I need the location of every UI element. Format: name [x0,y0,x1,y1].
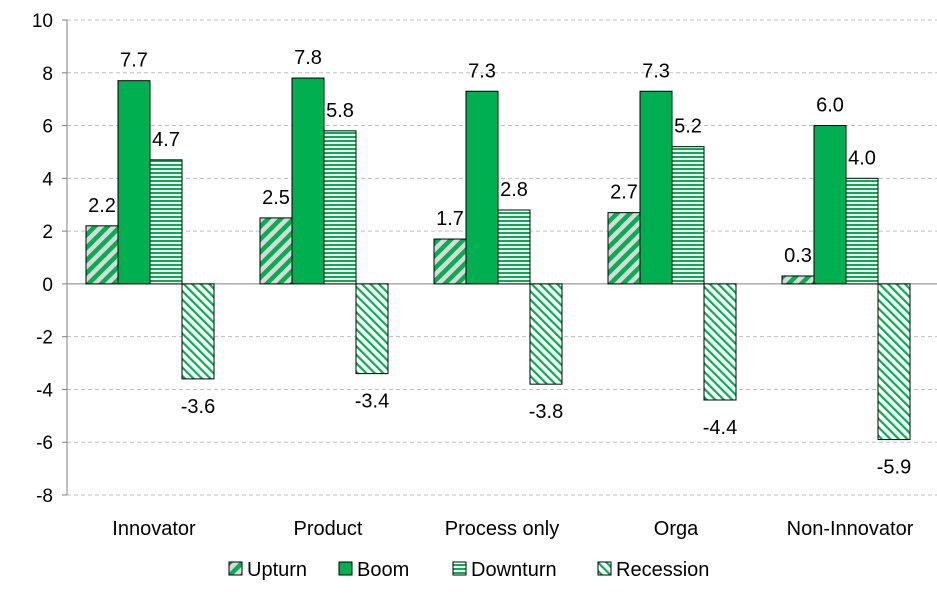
bar-boom [291,77,325,285]
data-label: 7.7 [120,50,148,72]
data-label: 7.3 [468,60,496,82]
data-label: -3.8 [529,401,563,423]
data-label: 2.8 [500,179,528,201]
data-label: 4.0 [848,147,876,169]
data-label: 2.2 [88,195,116,217]
data-label: 5.2 [674,116,702,138]
bar-boom [639,90,673,285]
legend-label: Recession [616,559,709,581]
x-tick-label: Orga [654,518,699,540]
y-tick-label: 6 [42,117,53,138]
legend-swatch-downturn [452,561,467,576]
bars [85,77,911,441]
x-axis: Innovator Product Process only Orga Non-Inno… [112,518,913,540]
legend: Upturn Boom Downturn Recession [228,559,709,581]
bar-recession [355,283,389,375]
bar-downturn [323,130,357,285]
x-tick-label: Product [294,518,363,540]
y-tick-label: 10 [32,11,53,32]
y-tick-label: 8 [42,64,53,85]
y-tick-label: -2 [36,328,53,349]
bar-upturn [433,238,467,285]
bar-recession [877,283,911,441]
bar-boom [813,125,847,285]
x-tick-label: Non-Innovator [787,518,914,540]
data-label: -3.4 [355,391,389,413]
bar-recession [529,283,563,385]
y-tick-label: -6 [36,433,53,454]
data-label: 0.3 [784,245,812,267]
bar-upturn [259,217,293,285]
data-label: -5.9 [877,457,911,479]
bar-downturn [845,177,879,285]
bar-upturn [607,212,641,285]
bar-recession [703,283,737,401]
legend-label: Downturn [471,559,557,581]
data-label: 2.7 [610,182,638,204]
y-tick-label: 2 [42,222,53,243]
legend-swatch-boom [338,561,353,576]
bar-downturn [149,159,183,285]
y-tick-label: -4 [36,380,53,401]
bar-downturn [671,146,705,285]
bar-upturn [781,275,815,285]
data-label: -4.4 [703,417,737,439]
data-label: 2.5 [262,187,290,209]
bar-upturn [85,225,119,285]
data-label: -3.6 [181,396,215,418]
bar-recession [181,283,215,380]
data-label: 1.7 [436,208,464,230]
legend-label: Boom [357,559,409,581]
data-label: 4.7 [152,129,180,151]
y-tick-label: -8 [36,486,53,507]
y-axis: 10 8 6 4 2 0 -2 -4 -6 -8 [32,11,937,507]
data-labels: 2.2 7.7 4.7 -3.6 2.5 7.8 5.8 -3.4 1.7 7.3 2.8 -3.8 2… [88,47,911,479]
data-label: 7.8 [294,47,322,69]
legend-swatch-upturn [228,561,243,576]
data-label: 7.3 [642,60,670,82]
data-label: 5.8 [326,100,354,122]
data-label: 6.0 [816,95,844,117]
x-tick-label: Innovator [112,518,196,540]
legend-label: Upturn [247,559,307,581]
bar-boom [465,90,499,285]
x-tick-label: Process only [445,518,560,540]
bar-downturn [497,209,531,285]
y-tick-label: 4 [42,169,53,190]
bar-boom [117,80,151,285]
y-tick-label: 0 [42,275,53,296]
gridlines [67,19,937,496]
legend-swatch-recession [597,561,612,576]
